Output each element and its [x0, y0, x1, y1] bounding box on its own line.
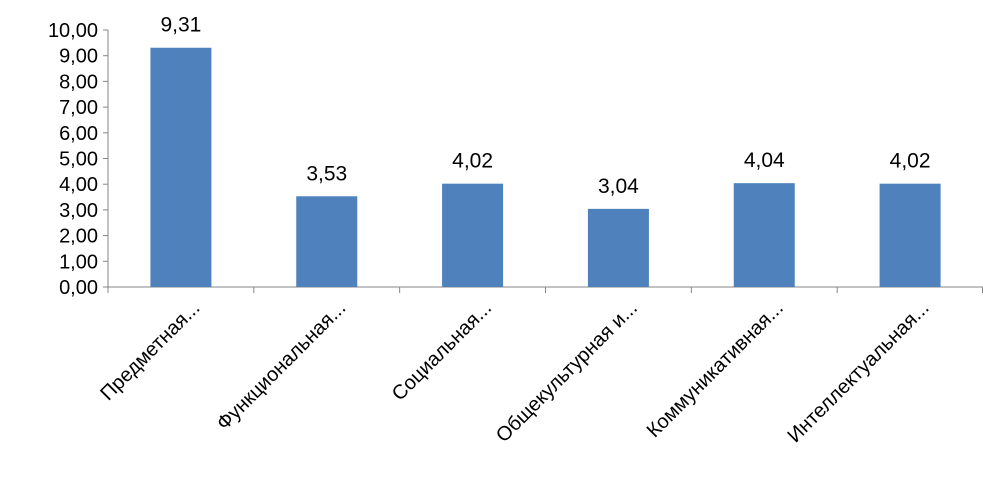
category-label: Функциональная... — [213, 297, 351, 435]
y-tick-label: 7,00 — [59, 97, 98, 119]
y-tick-label: 5,00 — [59, 149, 98, 171]
y-tick-label: 10,00 — [48, 20, 98, 42]
data-label: 4,04 — [744, 149, 785, 172]
category-label: Предметная... — [96, 297, 204, 405]
data-label: 4,02 — [452, 150, 493, 173]
category-label: Социальная... — [388, 297, 496, 405]
bar — [150, 47, 212, 287]
y-tick-label: 3,00 — [59, 200, 98, 222]
y-tick-label: 2,00 — [59, 226, 98, 248]
x-axis — [107, 286, 983, 293]
bar — [442, 183, 504, 287]
y-tick-label: 0,00 — [59, 277, 98, 299]
data-label: 3,53 — [306, 162, 347, 185]
bars — [150, 47, 941, 287]
data-label: 4,02 — [890, 150, 931, 173]
y-tick-label: 6,00 — [59, 123, 98, 145]
bar — [296, 196, 358, 287]
category-labels: Предметная... Функциональная... Социальная… — [96, 297, 933, 447]
bar — [587, 208, 649, 287]
bar — [879, 183, 941, 287]
y-tick-label: 1,00 — [59, 251, 98, 273]
y-tick-label: 4,00 — [59, 174, 98, 196]
data-label: 3,04 — [598, 175, 639, 198]
category-label: Интеллектуальная... — [784, 297, 934, 447]
data-labels: 9,31 3,53 4,02 3,04 4,04 4,02 — [160, 14, 930, 198]
data-label: 9,31 — [160, 14, 201, 37]
category-label: Общекультурная и... — [492, 297, 642, 447]
category-label: Коммуникативная... — [643, 297, 788, 442]
bar — [733, 183, 795, 287]
y-tick-label: 9,00 — [59, 46, 98, 68]
y-axis: 0,00 1,00 2,00 3,00 4,00 5,00 6,00 7,00 8,00 9,00… — [48, 20, 109, 299]
y-tick-label: 8,00 — [59, 71, 98, 93]
